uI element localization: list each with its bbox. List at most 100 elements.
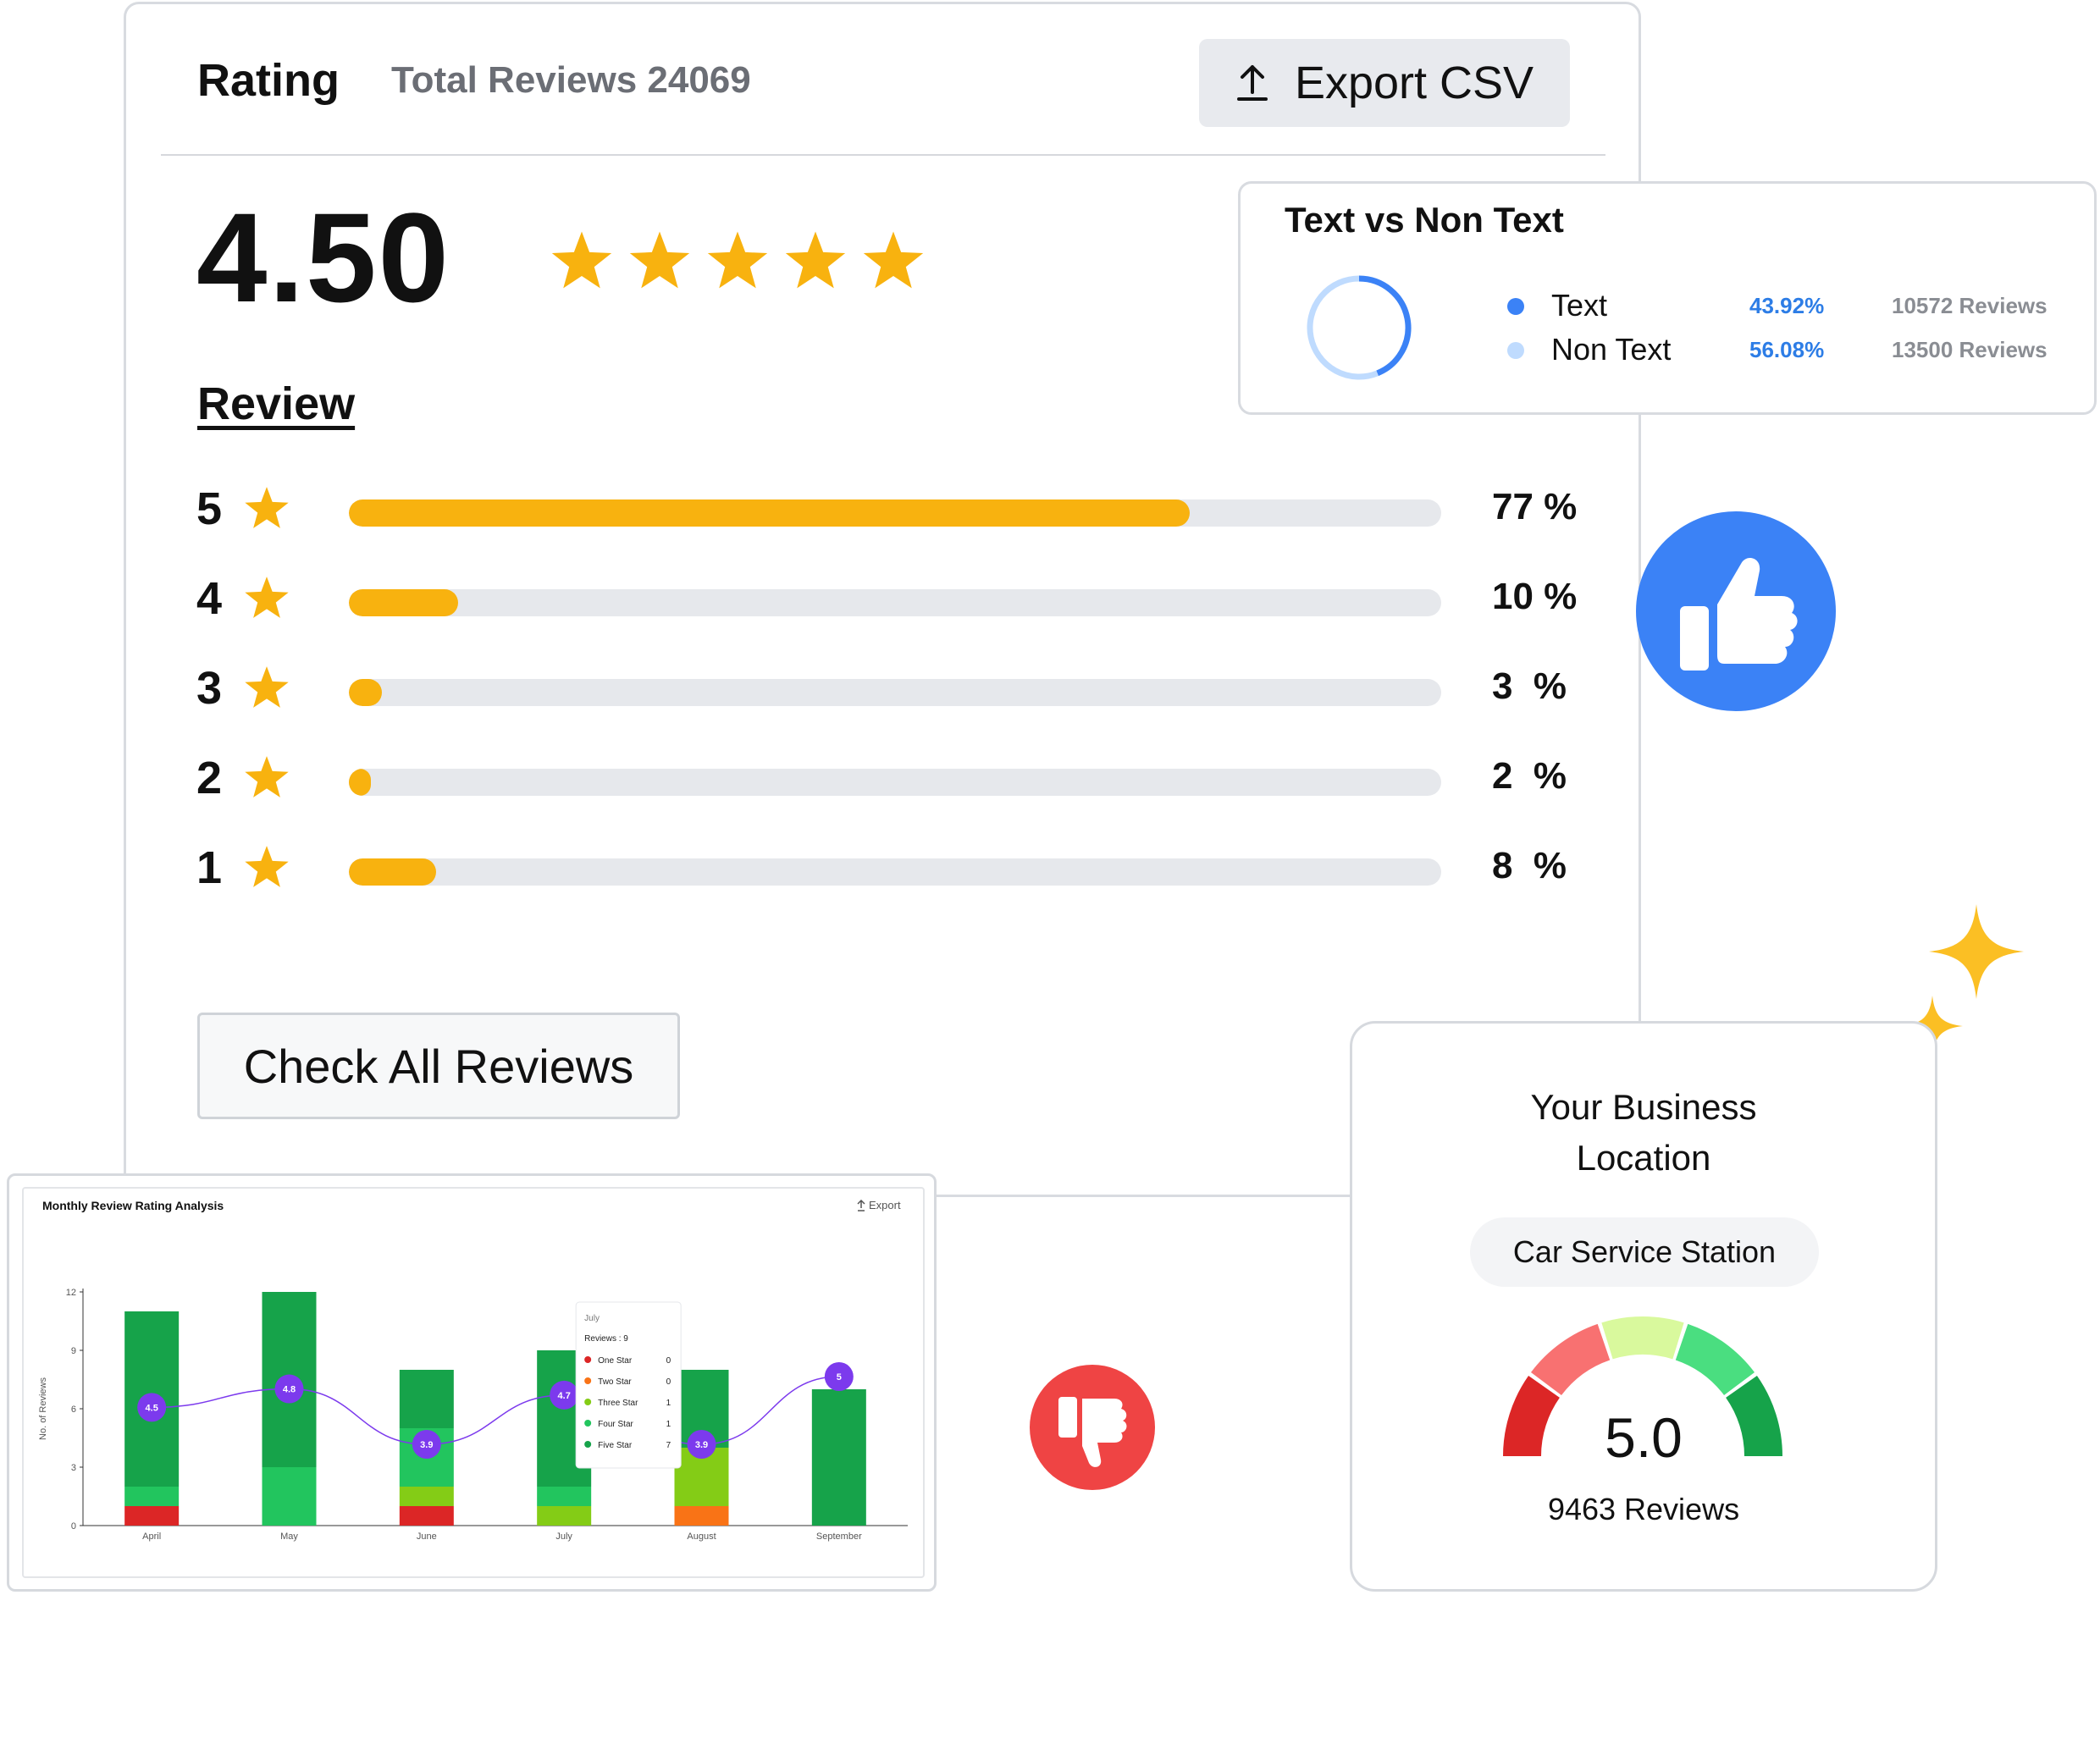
rating-title: Rating bbox=[197, 55, 340, 106]
x-tick-label: June bbox=[417, 1532, 437, 1542]
average-point bbox=[824, 1362, 854, 1391]
rating-row-label: 4 bbox=[196, 573, 223, 624]
rating-row-percent: 8 % bbox=[1492, 845, 1567, 886]
rating-progress-fill bbox=[349, 858, 437, 886]
average-point-label: 4.5 bbox=[146, 1403, 158, 1413]
rating-row-percent: 77 % bbox=[1492, 486, 1578, 527]
rating-row[interactable]: 5 77 % bbox=[196, 483, 1585, 542]
text-vs-non-text-donut bbox=[1307, 275, 1412, 380]
business-title-line1: Your Business bbox=[1530, 1087, 1757, 1127]
thumbs-up-icon bbox=[1636, 511, 1836, 711]
bar-segment bbox=[262, 1467, 317, 1526]
bar-segment bbox=[399, 1487, 454, 1506]
tooltip-dot bbox=[584, 1420, 592, 1427]
star-icon bbox=[245, 756, 289, 797]
bar-segment bbox=[399, 1506, 454, 1526]
gauge-segment bbox=[1503, 1376, 1560, 1456]
average-point bbox=[687, 1430, 716, 1459]
y-axis-label: No. of Reviews bbox=[38, 1377, 48, 1440]
check-all-reviews-button[interactable]: Check All Reviews bbox=[197, 1013, 680, 1119]
gauge-segment bbox=[1530, 1323, 1611, 1396]
rating-progress-fill bbox=[349, 499, 1191, 527]
tooltip-label: Three Star bbox=[598, 1399, 638, 1408]
legend-label: Non Text bbox=[1551, 332, 1672, 367]
average-point bbox=[274, 1374, 304, 1404]
sparkle-icon bbox=[1929, 904, 2024, 999]
rating-progress-track bbox=[349, 769, 1441, 796]
rating-gauge bbox=[1503, 1316, 1782, 1456]
average-point-label: 4.7 bbox=[558, 1391, 571, 1401]
y-tick-label: 3 bbox=[71, 1463, 76, 1473]
legend-percent: 56.08% bbox=[1749, 337, 1825, 362]
rating-row[interactable]: 4 10 % bbox=[196, 572, 1585, 632]
x-tick-label: July bbox=[555, 1532, 572, 1542]
tooltip-label: Four Star bbox=[598, 1420, 633, 1429]
rating-row-label: 2 bbox=[196, 753, 223, 803]
rating-row-percent: 10 % bbox=[1492, 576, 1578, 617]
tooltip-value: 0 bbox=[666, 1377, 671, 1387]
rating-row-label: 3 bbox=[196, 663, 223, 714]
rating-progress-track bbox=[349, 858, 1441, 886]
bar-segment bbox=[124, 1506, 180, 1526]
star-icon bbox=[785, 231, 846, 289]
business-review-count: 9463 Reviews bbox=[1547, 1492, 1740, 1526]
bar-segment bbox=[537, 1506, 592, 1526]
x-tick-label: April bbox=[142, 1532, 161, 1542]
tooltip-label: Two Star bbox=[598, 1377, 632, 1387]
rating-progress-fill bbox=[349, 769, 371, 796]
tooltip-value: 1 bbox=[666, 1420, 671, 1429]
business-category-pill: Car Service Station bbox=[1470, 1217, 1819, 1287]
gauge-segment bbox=[1726, 1376, 1782, 1456]
chart-export-label: Export bbox=[869, 1199, 901, 1211]
average-point-label: 5 bbox=[837, 1372, 842, 1383]
legend-count: 13500 Reviews bbox=[1892, 337, 2048, 362]
gauge-segment bbox=[1675, 1323, 1755, 1396]
tooltip-dot bbox=[584, 1399, 592, 1405]
business-location-title: Your Business Location bbox=[1350, 1082, 1937, 1184]
tooltip-value: 0 bbox=[666, 1356, 671, 1366]
y-tick-label: 6 bbox=[71, 1405, 76, 1415]
legend-dot bbox=[1507, 298, 1524, 315]
tooltip-dot bbox=[584, 1356, 592, 1363]
star-icon bbox=[629, 231, 690, 289]
rating-row[interactable]: 3 3 % bbox=[196, 662, 1585, 721]
export-csv-button[interactable]: Export CSV bbox=[1199, 39, 1570, 127]
tooltip-reviews: Reviews : 9 bbox=[584, 1334, 628, 1344]
star-icon bbox=[551, 231, 612, 289]
rating-row[interactable]: 2 2 % bbox=[196, 752, 1585, 811]
chart-export-button[interactable]: Export bbox=[857, 1199, 901, 1211]
export-csv-label: Export CSV bbox=[1294, 58, 1534, 108]
star-icon bbox=[245, 577, 289, 618]
business-title-line2: Location bbox=[1576, 1138, 1711, 1178]
tooltip-dot bbox=[584, 1377, 592, 1384]
x-tick-label: September bbox=[816, 1532, 862, 1542]
legend-count: 10572 Reviews bbox=[1892, 293, 2048, 318]
legend-percent: 43.92% bbox=[1749, 293, 1825, 318]
average-point-label: 3.9 bbox=[420, 1440, 433, 1450]
legend-label: Text bbox=[1551, 288, 1608, 323]
rating-progress-fill bbox=[349, 589, 458, 616]
tooltip-value: 1 bbox=[666, 1399, 671, 1408]
x-tick-label: August bbox=[687, 1532, 716, 1542]
average-point bbox=[412, 1430, 441, 1459]
gauge-segment bbox=[1601, 1316, 1684, 1360]
review-heading[interactable]: Review bbox=[197, 378, 356, 429]
star-icon bbox=[245, 666, 289, 708]
legend-dot bbox=[1507, 342, 1524, 359]
y-tick-label: 9 bbox=[71, 1346, 76, 1356]
average-stars bbox=[550, 230, 925, 293]
y-tick-label: 12 bbox=[66, 1288, 76, 1298]
rating-row-percent: 2 % bbox=[1492, 755, 1567, 797]
business-location-card bbox=[1350, 1021, 1937, 1592]
star-icon bbox=[245, 846, 289, 887]
donut-segment bbox=[1358, 275, 1412, 377]
average-point-label: 3.9 bbox=[695, 1440, 708, 1450]
tooltip-value: 7 bbox=[666, 1441, 671, 1450]
bar-segment bbox=[811, 1389, 866, 1526]
upload-icon bbox=[1236, 65, 1268, 101]
rating-row[interactable]: 1 8 % bbox=[196, 842, 1585, 901]
header-divider bbox=[161, 154, 1605, 156]
x-tick-label: May bbox=[280, 1532, 298, 1542]
sparkle-small-icon bbox=[1902, 996, 1963, 1057]
average-point bbox=[137, 1393, 167, 1422]
